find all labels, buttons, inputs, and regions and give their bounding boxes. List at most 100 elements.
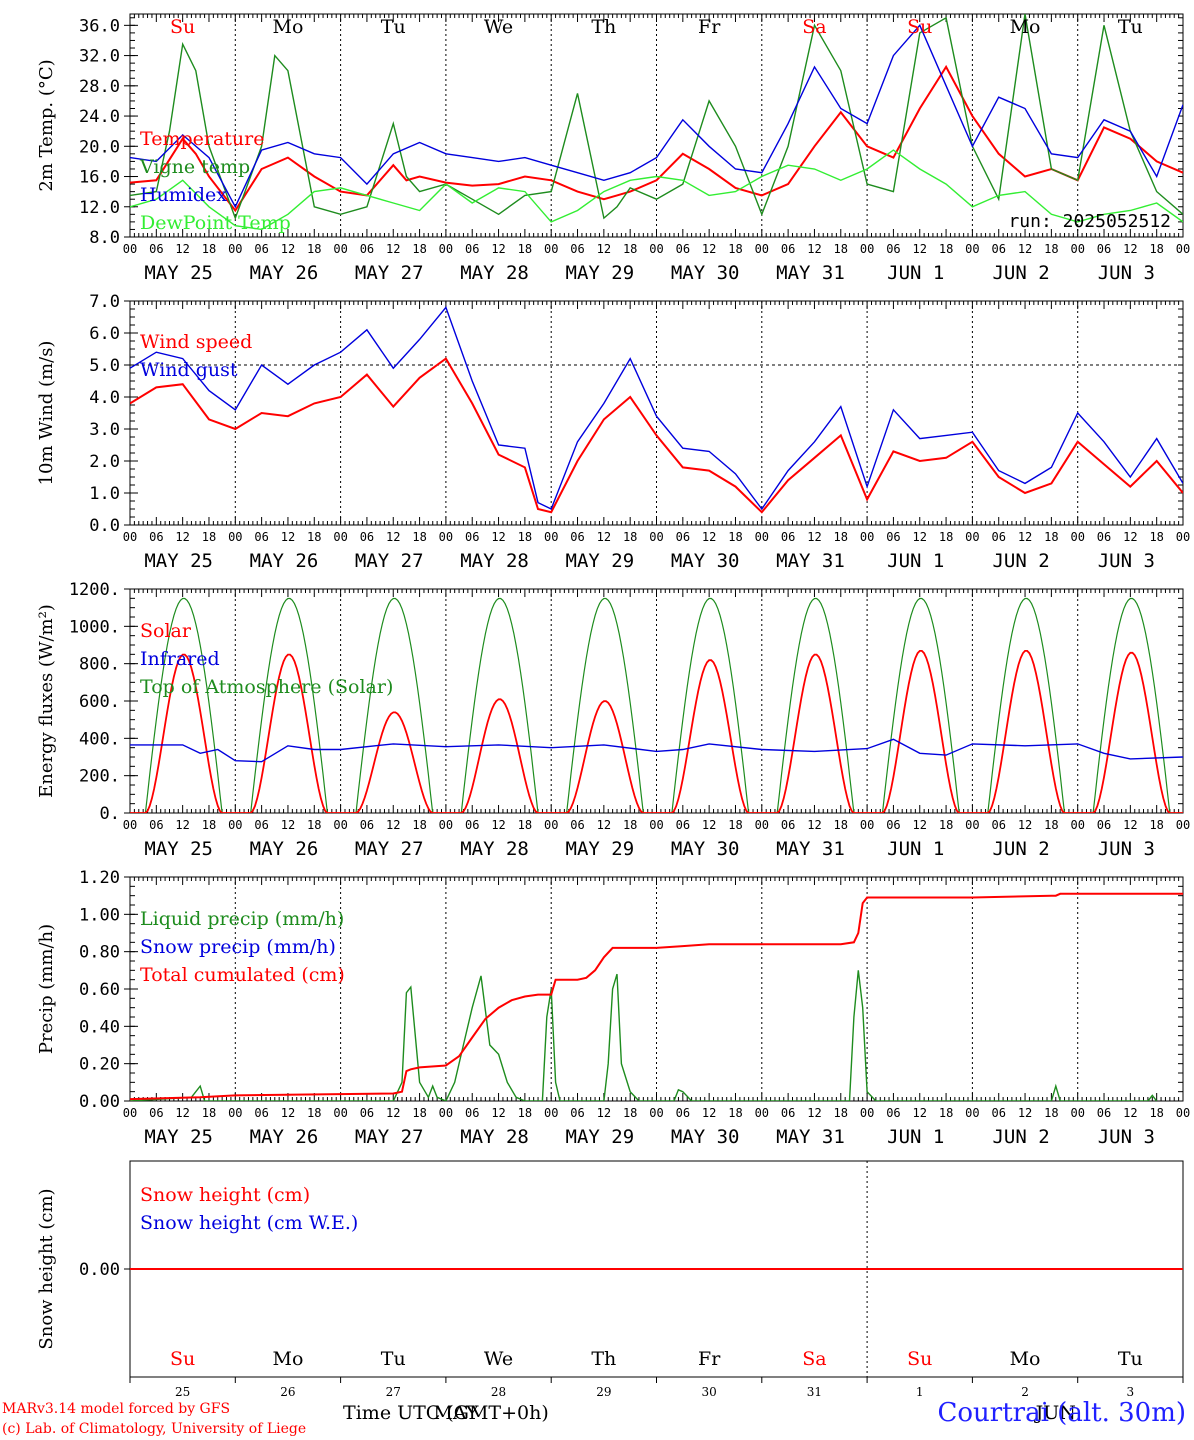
snow-y-axis-label: Snow height (cm) bbox=[36, 1188, 57, 1349]
month-label-may: MAY bbox=[433, 1402, 478, 1424]
energy-date-label: MAY 26 bbox=[250, 838, 319, 860]
wind-hour-label: 18 bbox=[1044, 530, 1058, 544]
precip-hour-label: 06 bbox=[254, 1106, 268, 1120]
precip-hour-label: 18 bbox=[939, 1106, 953, 1120]
snow-day-name: Mo bbox=[1010, 1348, 1041, 1370]
precip-hour-label: 12 bbox=[913, 1106, 927, 1120]
temp-day-name: Tu bbox=[381, 16, 406, 38]
precip-y-axis-label: Precip (mm/h) bbox=[36, 924, 57, 1054]
temp-day-name: Tu bbox=[1118, 16, 1143, 38]
wind-hour-label: 00 bbox=[228, 530, 242, 544]
precip-hour-label: 00 bbox=[860, 1106, 874, 1120]
wind-date-label: MAY 31 bbox=[776, 550, 845, 572]
precip-hour-label: 06 bbox=[781, 1106, 795, 1120]
energy-hour-label: 12 bbox=[1123, 818, 1137, 832]
wind-hour-label: 18 bbox=[412, 530, 426, 544]
temp-hour-label: 00 bbox=[439, 242, 453, 256]
snow-day-number: 27 bbox=[386, 1385, 401, 1399]
precip-hour-label: 00 bbox=[228, 1106, 242, 1120]
temp-day-name: Su bbox=[907, 16, 932, 38]
snow-day-name: Tu bbox=[381, 1348, 406, 1370]
credit-lab: (c) Lab. of Climatology, University of L… bbox=[2, 1421, 307, 1437]
energy-hour-label: 18 bbox=[623, 818, 637, 832]
wind-hour-label: 06 bbox=[991, 530, 1005, 544]
precip-hour-label: 18 bbox=[728, 1106, 742, 1120]
wind-hour-label: 00 bbox=[439, 530, 453, 544]
wind-hour-label: 00 bbox=[544, 530, 558, 544]
wind-date-label: MAY 30 bbox=[671, 550, 740, 572]
wind-hour-label: 00 bbox=[755, 530, 769, 544]
snow-day-name: Fr bbox=[698, 1348, 721, 1370]
temp-hour-label: 12 bbox=[491, 242, 505, 256]
wind-hour-label: 18 bbox=[834, 530, 848, 544]
run-annotation: run: 2025052512 bbox=[1008, 211, 1171, 232]
energy-hour-label: 12 bbox=[175, 818, 189, 832]
wind-y-tick-label: 2.0 bbox=[89, 452, 120, 472]
wind-y-tick-label: 0.0 bbox=[89, 516, 120, 536]
temp-hour-label: 06 bbox=[991, 242, 1005, 256]
wind-legend-entry: Wind gust bbox=[140, 359, 238, 381]
precip-y-tick-label: 0.80 bbox=[79, 943, 120, 963]
temp-hour-label: 00 bbox=[228, 242, 242, 256]
temp-hour-label: 00 bbox=[1176, 242, 1190, 256]
wind-date-label: JUN 3 bbox=[1098, 550, 1155, 572]
temp-hour-label: 06 bbox=[149, 242, 163, 256]
precip-y-tick-label: 0.60 bbox=[79, 980, 120, 1000]
snow-day-number: 2 bbox=[1021, 1385, 1029, 1399]
precip-date-label: MAY 25 bbox=[144, 1126, 213, 1148]
temp-hour-label: 06 bbox=[886, 242, 900, 256]
wind-hour-label: 06 bbox=[360, 530, 374, 544]
precip-hour-label: 06 bbox=[465, 1106, 479, 1120]
precip-hour-label: 18 bbox=[623, 1106, 637, 1120]
precip-date-label: JUN 1 bbox=[887, 1126, 944, 1148]
temp-hour-label: 00 bbox=[123, 242, 137, 256]
wind-hour-label: 00 bbox=[1070, 530, 1084, 544]
temp-date-label: MAY 29 bbox=[566, 262, 635, 284]
energy-hour-label: 06 bbox=[465, 818, 479, 832]
snow-day-name: Sa bbox=[802, 1348, 826, 1370]
temp-hour-label: 12 bbox=[702, 242, 716, 256]
snow-day-name: Mo bbox=[272, 1348, 303, 1370]
precip-date-label: MAY 26 bbox=[250, 1126, 319, 1148]
precip-date-label: JUN 2 bbox=[992, 1126, 1049, 1148]
energy-hour-label: 18 bbox=[202, 818, 216, 832]
energy-hour-label: 18 bbox=[834, 818, 848, 832]
temp-hour-label: 00 bbox=[1070, 242, 1084, 256]
energy-hour-label: 18 bbox=[1044, 818, 1058, 832]
snow-legend-entry: Snow height (cm W.E.) bbox=[140, 1212, 358, 1234]
temp-y-tick-label: 12.0 bbox=[79, 198, 120, 218]
wind-series-wind-speed-line bbox=[130, 357, 1183, 514]
energy-hour-label: 00 bbox=[333, 818, 347, 832]
energy-date-label: JUN 2 bbox=[992, 838, 1049, 860]
wind-date-label: JUN 2 bbox=[992, 550, 1049, 572]
wind-hour-label: 12 bbox=[807, 530, 821, 544]
energy-date-label: JUN 1 bbox=[887, 838, 944, 860]
wind-hour-label: 18 bbox=[307, 530, 321, 544]
wind-hour-label: 06 bbox=[254, 530, 268, 544]
snow-day-number: 25 bbox=[175, 1385, 190, 1399]
energy-hour-label: 06 bbox=[781, 818, 795, 832]
temp-hour-label: 00 bbox=[860, 242, 874, 256]
precip-hour-label: 12 bbox=[1123, 1106, 1137, 1120]
temp-hour-label: 00 bbox=[965, 242, 979, 256]
precip-series-total-cumulated-cm--line bbox=[130, 892, 1183, 1101]
precip-legend-entry: Liquid precip (mm/h) bbox=[140, 908, 344, 930]
wind-date-label: JUN 1 bbox=[887, 550, 944, 572]
wind-hour-label: 12 bbox=[281, 530, 295, 544]
temp-hour-label: 12 bbox=[281, 242, 295, 256]
snow-legend-entry: Snow height (cm) bbox=[140, 1184, 310, 1206]
temp-hour-label: 12 bbox=[1123, 242, 1137, 256]
wind-hour-label: 18 bbox=[1149, 530, 1163, 544]
wind-y-tick-label: 1.0 bbox=[89, 484, 120, 504]
temp-y-tick-label: 28.0 bbox=[79, 77, 120, 97]
wind-hour-label: 12 bbox=[1018, 530, 1032, 544]
precip-hour-label: 06 bbox=[149, 1106, 163, 1120]
precip-legend-entry: Total cumulated (cm) bbox=[140, 964, 345, 986]
snow-day-name: Tu bbox=[1118, 1348, 1143, 1370]
wind-hour-label: 00 bbox=[333, 530, 347, 544]
energy-hour-label: 00 bbox=[860, 818, 874, 832]
precip-y-tick-label: 0.00 bbox=[79, 1092, 120, 1112]
snow-day-name: Th bbox=[591, 1348, 616, 1370]
temp-date-label: MAY 25 bbox=[144, 262, 213, 284]
energy-hour-label: 18 bbox=[939, 818, 953, 832]
